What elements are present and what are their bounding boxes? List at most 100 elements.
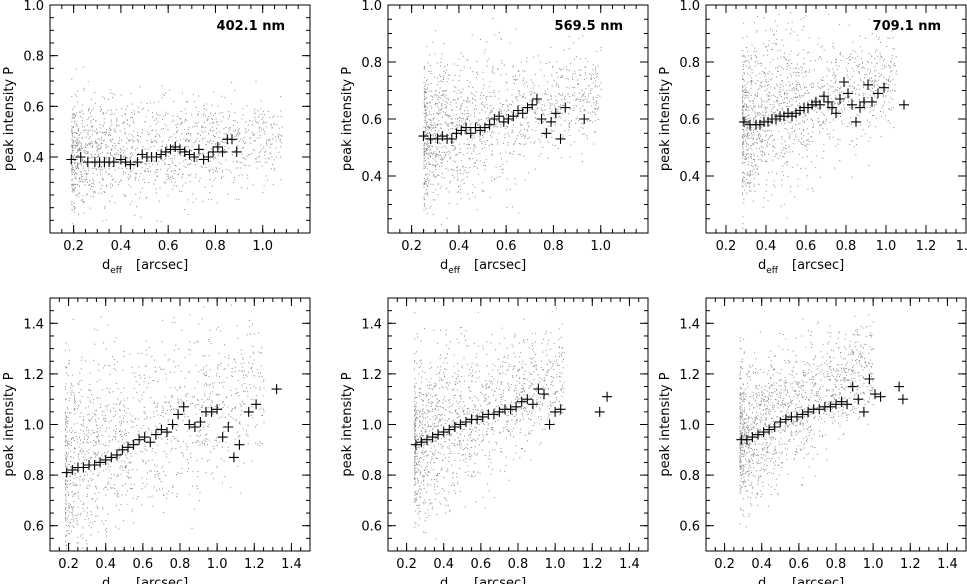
y-tick-label: 0.6 — [361, 113, 382, 128]
scatter-point — [578, 83, 579, 85]
scatter-point — [65, 399, 67, 401]
scatter-point — [86, 178, 88, 180]
scatter-point — [164, 164, 166, 165]
scatter-point — [115, 181, 117, 183]
scatter-point — [71, 131, 73, 133]
scatter-point — [125, 467, 127, 468]
scatter-point — [505, 151, 507, 153]
scatter-point — [273, 183, 274, 185]
scatter-point — [543, 93, 545, 95]
scatter-point — [781, 102, 783, 104]
scatter-point — [819, 125, 820, 127]
scatter-point — [71, 169, 73, 171]
scatter-point — [483, 162, 485, 164]
scatter-point — [133, 387, 135, 389]
scatter-point — [441, 162, 443, 164]
scatter-point — [77, 90, 79, 92]
scatter-point — [194, 125, 196, 127]
scatter-point — [805, 146, 807, 148]
scatter-point — [872, 114, 874, 116]
scatter-point — [241, 174, 243, 176]
scatter-point — [757, 135, 759, 137]
scatter-point — [484, 106, 486, 108]
mean-point-marker — [120, 157, 131, 168]
scatter-point — [424, 181, 426, 183]
scatter-point — [755, 148, 757, 150]
scatter-point — [884, 101, 886, 103]
scatter-point — [468, 115, 470, 117]
scatter-point — [229, 133, 231, 135]
scatter-point — [764, 115, 766, 117]
scatter-point — [184, 140, 186, 142]
scatter-point — [434, 104, 436, 106]
scatter-point — [472, 158, 474, 160]
scatter-point — [550, 95, 552, 97]
scatter-point — [795, 100, 797, 102]
scatter-point — [111, 155, 113, 157]
scatter-point — [211, 199, 213, 201]
scatter-point — [825, 120, 827, 122]
scatter-point — [431, 140, 433, 142]
scatter-point — [144, 181, 146, 183]
scatter-point — [868, 140, 870, 142]
scatter-point — [742, 95, 743, 97]
scatter-point — [754, 112, 756, 114]
scatter-point — [428, 152, 430, 154]
scatter-point — [515, 96, 517, 98]
scatter-point — [435, 154, 437, 156]
scatter-point — [758, 106, 760, 108]
scatter-point — [870, 69, 871, 71]
scatter-point — [761, 141, 763, 143]
scatter-point — [280, 146, 282, 148]
scatter-point — [452, 149, 454, 151]
scatter-point — [158, 161, 160, 163]
scatter-point — [498, 31, 500, 33]
scatter-point — [466, 106, 468, 108]
scatter-point — [71, 78, 73, 80]
scatter-point — [443, 79, 444, 80]
scatter-point — [569, 102, 571, 104]
scatter-point — [98, 148, 100, 150]
scatter-point — [803, 63, 805, 65]
scatter-point — [491, 179, 493, 181]
scatter-point — [251, 152, 253, 154]
scatter-point — [150, 170, 151, 172]
scatter-point — [891, 98, 893, 100]
scatter-point — [426, 97, 428, 99]
scatter-point — [802, 129, 804, 131]
scatter-point — [205, 144, 207, 145]
scatter-point — [227, 450, 229, 452]
scatter-point — [192, 193, 194, 195]
scatter-point — [76, 138, 78, 140]
scatter-point — [92, 172, 94, 174]
scatter-point — [742, 50, 743, 51]
scatter-point — [88, 567, 89, 568]
scatter-point — [886, 45, 888, 47]
scatter-point — [210, 148, 212, 150]
scatter-point — [142, 482, 144, 484]
scatter-point — [787, 121, 789, 123]
scatter-point — [103, 139, 105, 141]
scatter-point — [147, 158, 149, 160]
scatter-point — [882, 83, 884, 84]
scatter-point — [888, 84, 890, 86]
scatter-point — [191, 150, 193, 151]
scatter-point — [99, 147, 101, 149]
scatter-point — [199, 177, 201, 179]
scatter-point — [837, 138, 839, 140]
scatter-point — [231, 103, 233, 105]
scatter-point — [500, 74, 502, 76]
scatter-point — [838, 104, 840, 106]
scatter-point — [89, 207, 91, 209]
scatter-point — [543, 113, 545, 115]
scatter-point — [165, 111, 167, 113]
scatter-point — [108, 134, 109, 136]
scatter-point — [443, 111, 444, 113]
scatter-point — [424, 66, 425, 68]
scatter-point — [116, 476, 118, 477]
scatter-point — [99, 127, 101, 129]
scatter-point — [560, 68, 562, 70]
scatter-point — [76, 123, 78, 125]
scatter-point — [222, 116, 224, 118]
scatter-point — [744, 135, 745, 137]
